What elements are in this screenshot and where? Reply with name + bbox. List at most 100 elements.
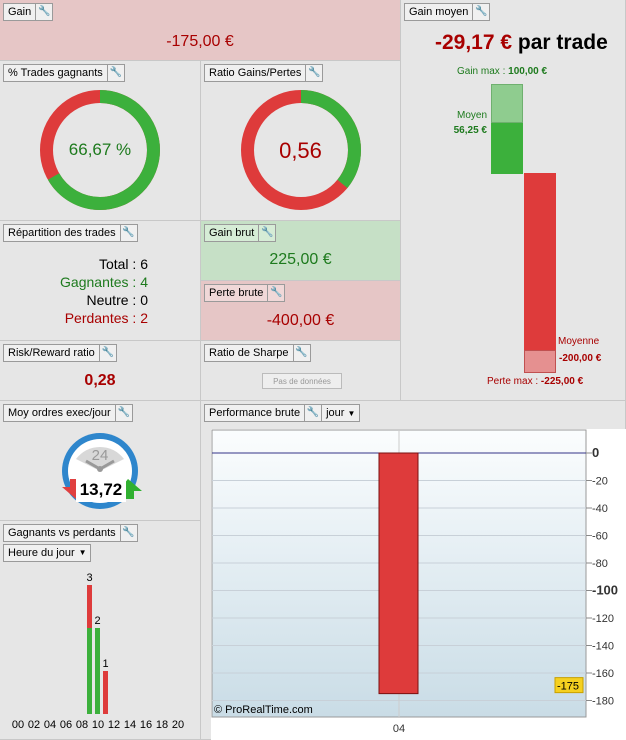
wrench-icon[interactable]: 🔧 (101, 347, 115, 358)
perte-max-label: Perte max : (487, 376, 539, 387)
panel-title: Moy ordres exec/jour (4, 405, 116, 421)
last-value-badge (554, 677, 584, 694)
no-data-button[interactable]: Pas de données (262, 373, 342, 389)
moyen-value: 56,25 € (453, 125, 487, 136)
repartition-panel: Répartition des trades 🔧 Total : 6 Gagnan… (0, 221, 201, 341)
avg-suffix: par trade (517, 31, 608, 54)
gain-moyen-tab: Gain moyen 🔧 (404, 3, 491, 21)
pct-trades-tab: % Trades gagnants 🔧 (3, 64, 125, 82)
ratio-donut (241, 90, 361, 210)
clock-label: 24 (92, 447, 109, 464)
donut-win-arc (40, 90, 160, 210)
gain-avg-bar (491, 123, 523, 174)
wrench-icon[interactable]: 🔧 (270, 287, 283, 298)
perte-max: Perte max : -225,00 € (487, 376, 583, 387)
gain-panel: Gain 🔧 -175,00 € (0, 0, 401, 61)
y-tick-label: -160 (592, 668, 614, 680)
ordres-panel: Moy ordres exec/jour 🔧 24 13,72 (0, 401, 201, 521)
gain-brut-value: 225,00 € (269, 251, 332, 268)
ratio-value: 0,56 (279, 138, 322, 163)
heure-dropdown[interactable]: Heure du jour ▼ (3, 544, 91, 562)
hour-tick-label: 16 (140, 719, 152, 731)
perte-brute-panel: Perte brute 🔧 -400,00 € (201, 281, 401, 341)
ratio-tab: Ratio Gains/Pertes 🔧 (204, 64, 324, 82)
panel-title: Perte brute (205, 285, 269, 301)
hour-tick-label: 14 (124, 719, 136, 731)
hour-tick-label: 12 (108, 719, 120, 731)
y-tick-label: -120 (592, 613, 614, 625)
perf-chart: 0 -20 -40 -60 -80 -100 -120 -140 -160 -180 04 -175 (211, 429, 626, 740)
panel-title: Gagnants vs perdants (4, 525, 121, 541)
wrench-icon[interactable]: 🔧 (308, 67, 321, 78)
panel-title: % Trades gagnants (4, 65, 108, 81)
avg-per-trade: -29,17 € par trade (435, 31, 608, 55)
sharpe-panel: Ratio de Sharpe 🔧 Pas de données (201, 341, 401, 401)
loss-avg-bar (524, 173, 556, 351)
chevron-down-icon: ▼ (78, 548, 87, 557)
losers-bar (103, 671, 108, 714)
gain-max: Gain max : 100,00 € (457, 66, 547, 77)
risk-reward-value: 0,28 (84, 372, 116, 389)
bar-total-label: 1 (102, 658, 108, 670)
clock-icon: 24 (62, 433, 142, 509)
panel-title: Gain (4, 4, 37, 20)
y-tick-label: 0 (592, 445, 599, 460)
performance-bar (378, 452, 419, 695)
hour-tick-label: 02 (28, 719, 40, 731)
hour-tick-label: 06 (60, 719, 72, 731)
jour-dropdown[interactable]: jour ▼ (321, 405, 359, 421)
hour-tick-label: 00 (12, 719, 24, 731)
panel-title: Risk/Reward ratio (4, 345, 100, 361)
trade-breakdown: Total : 6 Gagnantes : 4 Neutre : 0 Perda… (60, 255, 148, 327)
perte-max-value: -225,00 € (540, 376, 584, 387)
winners-bar (95, 628, 100, 714)
risk-reward-tab: Risk/Reward ratio 🔧 (3, 344, 117, 362)
risk-reward-panel: Risk/Reward ratio 🔧 0,28 (0, 341, 201, 401)
losers-bar (87, 585, 92, 628)
perdantes-row: Perdantes : 2 (64, 310, 148, 326)
wrench-icon[interactable]: 🔧 (306, 407, 320, 418)
total-row: Total : 6 (98, 256, 148, 272)
y-tick-label: -140 (592, 641, 614, 653)
gain-max-value: 100,00 € (508, 66, 548, 77)
gain-brut-panel: Gain brut 🔧 225,00 € (201, 221, 401, 281)
gagnantes-row: Gagnantes : 4 (60, 274, 148, 290)
x-tick-label: 04 (393, 723, 405, 735)
panel-title: Répartition des trades (4, 225, 121, 241)
gain-brut-tab: Gain brut 🔧 (204, 224, 277, 242)
bar-total-label: 3 (86, 572, 92, 584)
hour-tick-label: 18 (156, 719, 168, 731)
repartition-tab: Répartition des trades 🔧 (3, 224, 138, 242)
wrench-icon[interactable]: 🔧 (122, 227, 135, 238)
hour-tick-label: 04 (44, 719, 56, 731)
wrench-icon[interactable]: 🔧 (38, 6, 51, 17)
wrench-icon[interactable]: 🔧 (261, 227, 274, 238)
gvp-panel: Gagnants vs perdants 🔧 Heure du jour ▼ 3 2 1… (0, 521, 201, 740)
ratio-panel: Ratio Gains/Pertes 🔧 0,56 (201, 61, 401, 221)
panel-title: Performance brute (205, 405, 306, 421)
y-tick-label: -80 (592, 558, 608, 570)
wrench-icon[interactable]: 🔧 (295, 347, 308, 358)
chevron-down-icon: ▼ (347, 409, 356, 418)
winners-bar (87, 628, 92, 714)
wrench-icon[interactable]: 🔧 (109, 67, 123, 78)
panel-title: Gain moyen (405, 4, 474, 20)
gain-tab: Gain 🔧 (3, 3, 54, 21)
moyenne-label: Moyenne (558, 336, 600, 347)
wrench-icon[interactable]: 🔧 (117, 407, 130, 418)
ordres-value: 13,72 (76, 478, 126, 502)
pct-trades-donut (40, 90, 160, 210)
wrench-icon[interactable]: 🔧 (475, 6, 488, 17)
perf-tab: Performance brute 🔧 jour ▼ (204, 404, 361, 422)
jour-dropdown-label: jour (326, 407, 345, 419)
y-tick-label: -20 (592, 476, 608, 488)
panel-title: Ratio Gains/Pertes (205, 65, 307, 81)
gvp-chart: 3 2 1 00 02 04 06 08 10 12 14 16 18 20 (12, 572, 184, 731)
watermark: © ProRealTime.com (214, 704, 313, 716)
bar-total-label: 2 (94, 615, 100, 627)
wrench-icon[interactable]: 🔧 (122, 527, 135, 538)
ordres-tab: Moy ordres exec/jour 🔧 (3, 404, 133, 422)
panel-title: Gain brut (205, 225, 260, 241)
perte-brute-tab: Perte brute 🔧 (204, 284, 286, 302)
donut-win-arc (241, 90, 361, 210)
